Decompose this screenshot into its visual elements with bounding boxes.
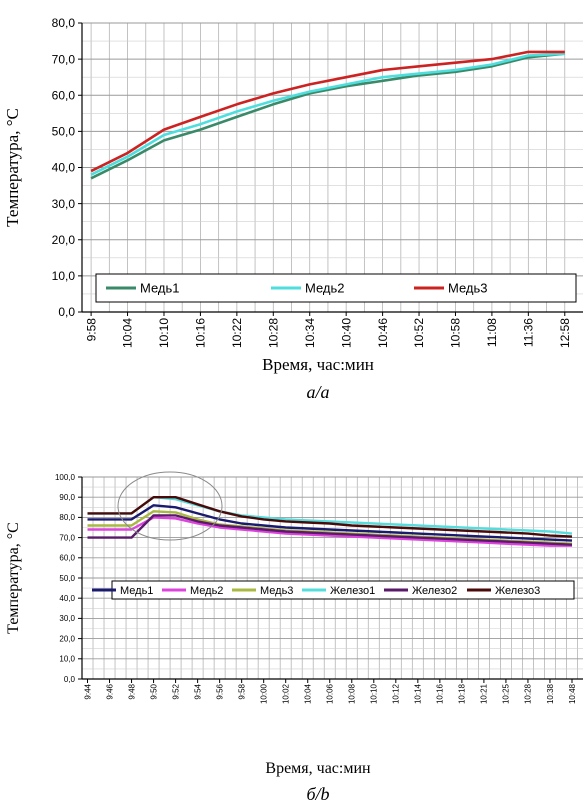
- y-tick-label: 50,0: [52, 125, 76, 139]
- y-tick-label: 0,0: [64, 675, 76, 684]
- x-tick-label: 10:58: [449, 318, 463, 348]
- y-tick-label: 100,0: [55, 473, 76, 482]
- x-tick-label: 10:28: [266, 318, 280, 348]
- legend-label-3: Медь3: [260, 585, 293, 597]
- x-tick-label: 9:46: [105, 683, 114, 699]
- x-tick-label: 10:25: [502, 683, 511, 704]
- x-tick-label: 10:52: [412, 318, 426, 348]
- series-line-1: [87, 504, 573, 542]
- series-line-4: [87, 496, 573, 535]
- y-tick-label: 60,0: [52, 88, 76, 102]
- x-tick-label: 10:16: [194, 318, 208, 348]
- x-tick-label: 10:10: [370, 683, 379, 704]
- y-tick-label: 80,0: [59, 513, 75, 522]
- x-tick-label: 10:04: [304, 683, 313, 704]
- y-tick-label: 10,0: [59, 655, 75, 664]
- y-tick-label: 70,0: [59, 533, 75, 542]
- x-tick-label: 10:46: [376, 318, 390, 348]
- x-tick-label: 10:12: [392, 683, 401, 704]
- x-tick-label: 11:36: [522, 318, 536, 347]
- y-tick-label: 30,0: [59, 614, 75, 623]
- y-tick-label: 80,0: [52, 16, 76, 30]
- series-line-2: [90, 52, 565, 176]
- x-tick-label: 9:58: [84, 318, 98, 342]
- x-tick-label: 11:08: [485, 318, 499, 347]
- series-line-3: [90, 50, 565, 173]
- x-tick-label: 10:34: [303, 318, 317, 348]
- y-tick-label: 90,0: [59, 493, 75, 502]
- series-line-6: [87, 496, 573, 538]
- legend-box: [95, 273, 577, 303]
- chart-panel-2: 0,0 10,0 20,0 30,0 40,0 50,0 60,0 70,0 80,0 90,0 1…: [5, 471, 583, 804]
- legend-label-4: Железо1: [330, 585, 375, 597]
- x-tick-label: 9:56: [215, 683, 224, 699]
- y-tick-label: 50,0: [59, 574, 75, 583]
- x-tick-label: 10:48: [568, 683, 577, 704]
- x-tick-label: 10:00: [259, 683, 268, 704]
- panel-caption: б/b: [306, 784, 329, 804]
- y-tick-label: 70,0: [52, 52, 76, 66]
- legend-label-1: Медь1: [120, 585, 153, 597]
- chart-panel-1: 0,0 10,0 20,0 30,0 40,0 50,0 60,0 70,0 80,0 9:58 1…: [3, 16, 583, 402]
- series-line-5: [87, 514, 573, 546]
- x-tick-label: 9:50: [149, 683, 158, 699]
- x-axis-title: Время, час:мин: [262, 355, 374, 374]
- panel-caption: a/a: [306, 382, 329, 402]
- x-tick-label: 10:06: [326, 683, 335, 704]
- y-tick-label: 20,0: [52, 233, 76, 247]
- y-axis-title: Температура, °C: [5, 522, 22, 634]
- legend-label-3: Медь3: [448, 281, 488, 296]
- x-tick-label: 10:16: [436, 683, 445, 704]
- y-tick-label: 60,0: [59, 554, 75, 563]
- x-tick-label: 10:18: [458, 683, 467, 704]
- y-tick-label: 30,0: [52, 197, 76, 211]
- legend-label-2: Медь2: [190, 585, 223, 597]
- x-tick-label: 9:52: [171, 683, 180, 699]
- x-tick-label: 10:38: [546, 683, 555, 704]
- x-tick-label: 9:44: [83, 683, 92, 699]
- x-tick-label: 12:58: [558, 318, 572, 348]
- x-axis-title: Время, час:мин: [265, 760, 371, 777]
- x-tick-label: 10:28: [524, 683, 533, 704]
- x-tick-label: 10:04: [121, 318, 135, 348]
- y-tick-label: 0,0: [58, 305, 75, 319]
- y-tick-label: 10,0: [52, 269, 76, 283]
- series-line-2: [87, 516, 572, 547]
- y-tick-label: 40,0: [59, 594, 75, 603]
- x-tick-label: 9:54: [193, 683, 202, 699]
- y-tick-label: 40,0: [52, 161, 76, 175]
- x-tick-label: 10:08: [348, 683, 357, 704]
- x-tick-label: 10:14: [414, 683, 423, 704]
- x-tick-label: 10:22: [230, 318, 244, 348]
- y-tick-label: 20,0: [59, 634, 75, 643]
- legend-label-6: Железо3: [495, 585, 540, 597]
- x-tick-label: 10:21: [480, 683, 489, 704]
- y-axis-title: Температура, °C: [3, 108, 22, 227]
- highlight-ellipse: [117, 471, 223, 541]
- series-line-1: [90, 52, 565, 180]
- x-tick-label: 9:48: [127, 683, 136, 699]
- x-tick-label: 10:10: [157, 318, 171, 348]
- legend-label-1: Медь1: [140, 281, 180, 296]
- x-tick-label: 10:40: [339, 318, 353, 348]
- x-tick-label: 9:58: [237, 683, 246, 699]
- legend-label-5: Железо2: [412, 585, 457, 597]
- legend-label-2: Медь2: [305, 281, 345, 296]
- x-tick-label: 10:02: [282, 683, 291, 704]
